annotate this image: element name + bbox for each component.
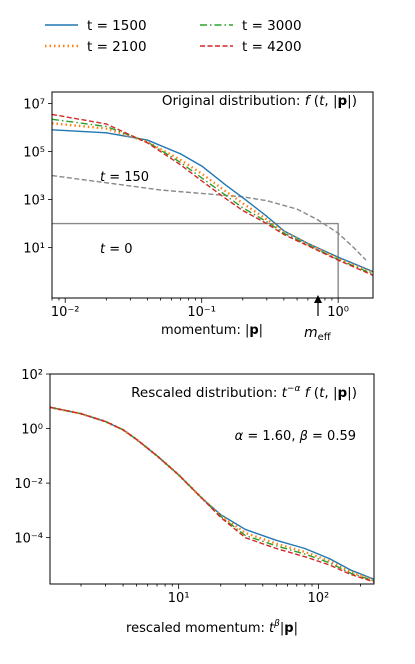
top-panel: 10⁻² 10⁻¹ 10⁰ 10¹ 10³ 10⁵ 10⁷ Original distri… — [23, 91, 374, 343]
y-tick-label: 10⁻² — [14, 477, 43, 492]
legend-label: t = 3000 — [242, 18, 302, 34]
annotation-t150: t = 150 — [100, 170, 149, 185]
y-tick-label: 10¹ — [23, 242, 45, 257]
legend-label: t = 2100 — [87, 39, 147, 55]
y-tick-label: 10⁰ — [21, 423, 43, 438]
y-tick-label: 10⁵ — [23, 146, 45, 161]
legend-label: t = 1500 — [87, 18, 147, 34]
top-plot-frame — [51, 91, 374, 299]
bottom-y-ticks: 10⁻⁴ 10⁻² 10⁰ 10² — [14, 368, 50, 547]
bottom-panel-title: Rescaled distribution: t−α f (t, |p|) — [131, 384, 357, 401]
top-x-axis-label: momentum: |p| — [161, 323, 263, 338]
svg-text:meff: meff — [304, 325, 332, 343]
top-x-ticks: 10⁻² 10⁻¹ 10⁰ — [51, 298, 349, 320]
x-tick-label: 10¹ — [168, 591, 190, 606]
x-tick-label: 10⁻² — [51, 305, 80, 320]
y-tick-label: 10³ — [23, 194, 45, 209]
top-panel-title: Original distribution: f (t, |p|) — [162, 93, 357, 109]
bottom-x-axis-label: rescaled momentum: tβ|p| — [126, 619, 298, 636]
top-reference-curves — [52, 174, 367, 298]
reference-curve — [52, 222, 339, 298]
bottom-x-ticks: 10¹ 10² — [80, 584, 361, 606]
legend-label: t = 4200 — [242, 39, 302, 55]
y-tick-label: 10⁷ — [23, 97, 45, 112]
x-tick-label: 10⁰ — [327, 305, 349, 320]
bottom-series — [50, 406, 374, 583]
y-tick-label: 10² — [21, 368, 43, 383]
top-series — [52, 113, 373, 277]
bottom-plot-frame — [49, 373, 375, 585]
series-line — [52, 113, 373, 277]
series-line — [50, 406, 374, 583]
x-tick-label: 10⁻¹ — [187, 305, 216, 320]
y-tick-label: 10⁻⁴ — [14, 532, 43, 547]
legend: t = 1500 t = 2100 t = 3000 t = 4200 — [45, 18, 302, 55]
bottom-panel-subtitle: α = 1.60, β = 0.59 — [235, 429, 356, 444]
annotation-t0: t = 0 — [100, 242, 133, 257]
top-y-ticks: 10¹ 10³ 10⁵ 10⁷ — [23, 97, 52, 257]
bottom-panel: 10¹ 10² 10⁻⁴ 10⁻² 10⁰ 10² Rescaled distribut… — [14, 368, 375, 636]
reference-curve — [52, 174, 367, 261]
x-tick-label: 10² — [308, 591, 330, 606]
